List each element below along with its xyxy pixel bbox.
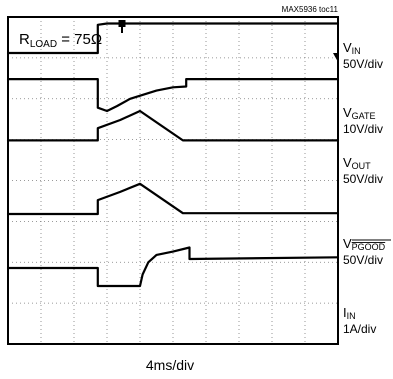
channel-name-label: VGATE (343, 105, 376, 121)
plot-frame (7, 16, 339, 345)
channel-name-label: VOUT (343, 155, 371, 171)
channel-scale-label: 1A/div (343, 322, 376, 336)
figure-id: MAX5936 toc11 (282, 5, 339, 14)
channel-name-sub: PGOOD (352, 242, 386, 252)
trace-v-gate (6, 77, 340, 113)
channel-name-sub: IN (352, 46, 361, 56)
channel-name-sub: OUT (352, 161, 372, 171)
channel-name-sub: GATE (352, 111, 376, 121)
channel-name-sub: IN (347, 311, 356, 321)
channel-name-main: V (343, 105, 352, 120)
channel-name-main: V (343, 236, 352, 251)
channel-scale-label: 50V/div (343, 57, 383, 71)
channel-labels: VIN50V/divVGATE10V/divVOUT50V/divVPGOOD5… (343, 40, 391, 336)
load-label: RLOAD = 75Ω (19, 31, 102, 50)
trace-i-in (6, 246, 340, 288)
x-axis-label: 4ms/div (146, 357, 194, 373)
load-label-rest: = 75Ω (57, 31, 102, 48)
trace-v-out (6, 109, 340, 142)
trace-v-pgood (6, 182, 340, 216)
channel-name-label: IIN (343, 305, 356, 321)
channel-name-main: V (343, 155, 352, 170)
channel-name-main: I (343, 305, 347, 320)
channel-scale-label: 50V/div (343, 253, 383, 267)
channel-scale-label: 10V/div (343, 122, 383, 136)
trace-v-in (6, 22, 340, 55)
trigger-marker (118, 20, 126, 33)
channel-name-label: VIN (343, 40, 361, 56)
traces (6, 22, 340, 288)
channel-scale-label: 50V/div (343, 172, 383, 186)
load-label-sub: LOAD (30, 39, 57, 50)
channel-name-label: VPGOOD (343, 236, 386, 252)
channel-name-main: V (343, 40, 352, 55)
grid (8, 17, 338, 344)
load-label-main: R (19, 31, 30, 48)
ground-marker (333, 53, 338, 62)
